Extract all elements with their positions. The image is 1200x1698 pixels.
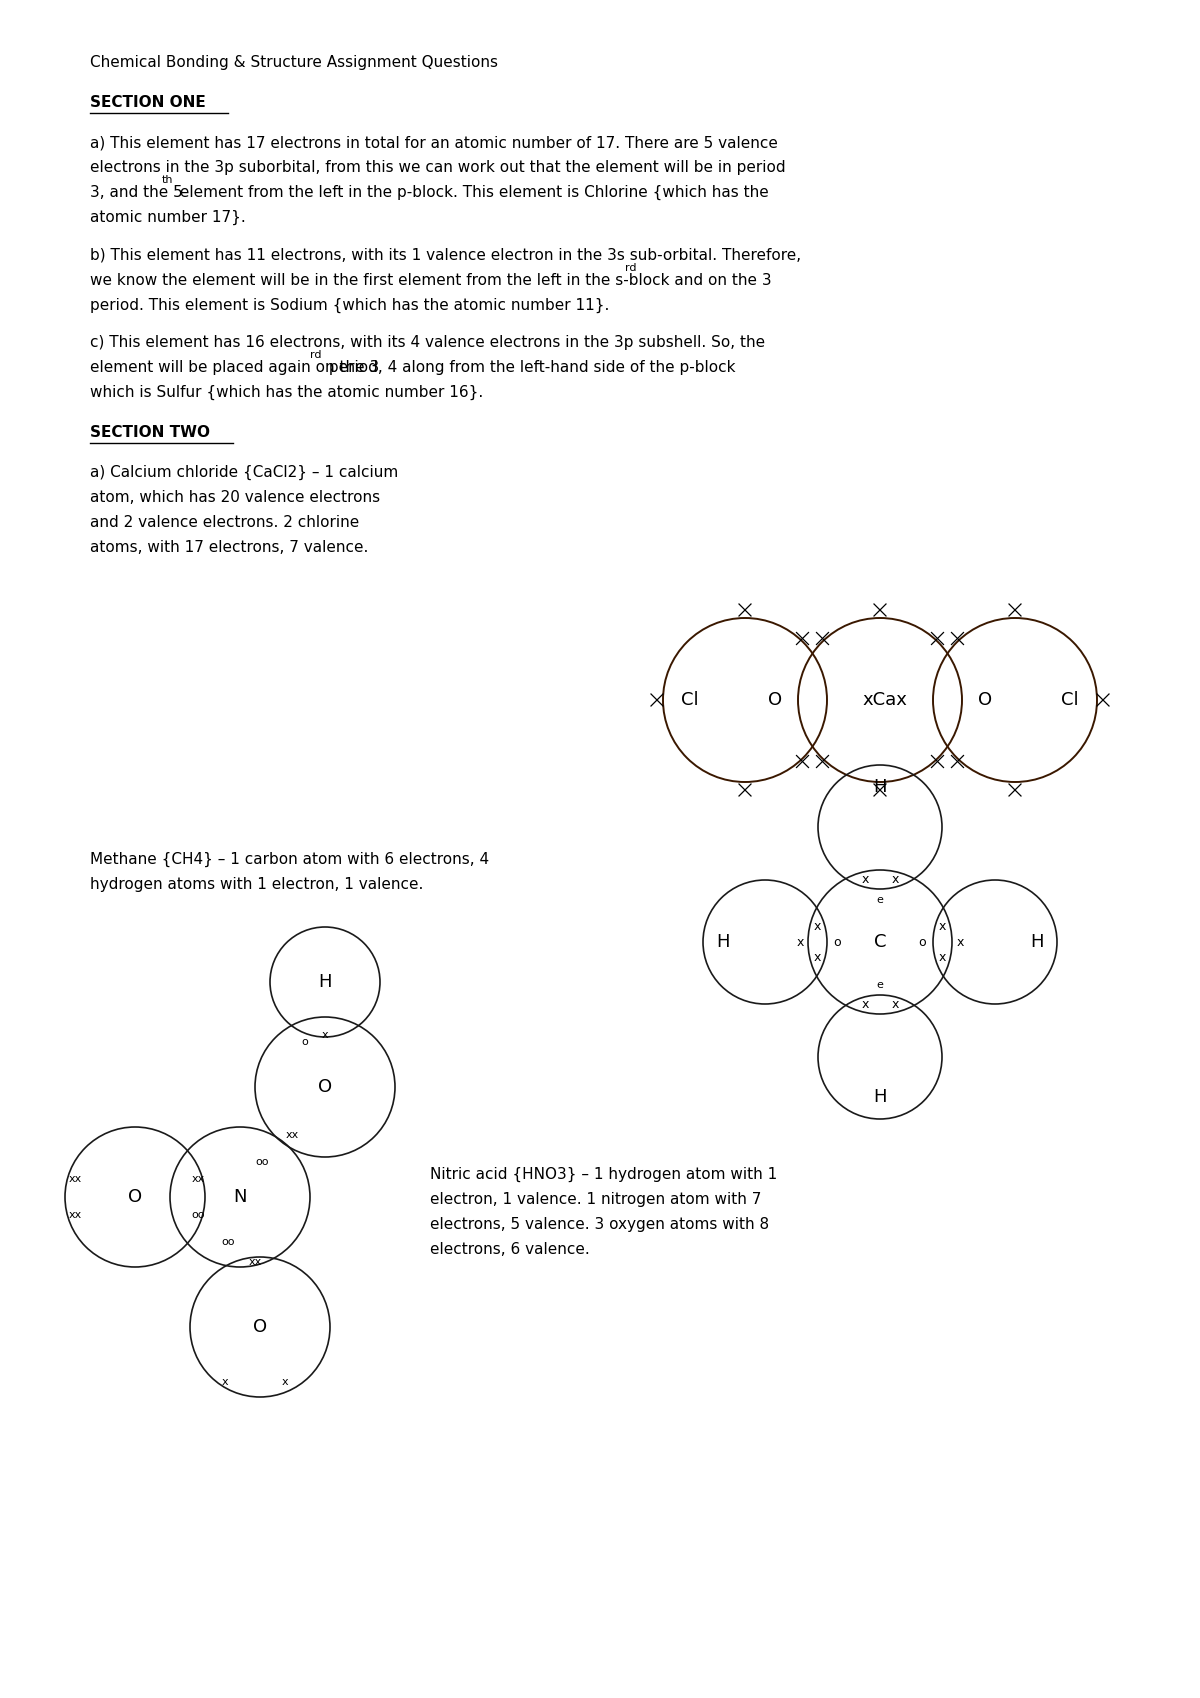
Text: x: x (956, 936, 964, 949)
Text: H: H (874, 778, 887, 796)
Text: xx: xx (191, 1173, 205, 1184)
Text: Cl: Cl (1061, 691, 1079, 710)
Text: xx: xx (68, 1173, 82, 1184)
Text: O: O (253, 1318, 268, 1336)
Text: O: O (978, 691, 992, 710)
Text: a) This element has 17 electrons in total for an atomic number of 17. There are : a) This element has 17 electrons in tota… (90, 136, 778, 149)
Text: H: H (318, 973, 331, 992)
Text: H: H (874, 1088, 887, 1105)
Text: o: o (834, 936, 841, 949)
Text: Nitric acid {HNO3} – 1 hydrogen atom with 1: Nitric acid {HNO3} – 1 hydrogen atom wit… (430, 1167, 778, 1182)
Text: Chemical Bonding & Structure Assignment Questions: Chemical Bonding & Structure Assignment … (90, 54, 498, 70)
Text: xx: xx (68, 1211, 82, 1219)
Text: period. This element is Sodium {which has the atomic number 11}.: period. This element is Sodium {which ha… (90, 297, 610, 312)
Text: electrons in the 3p suborbital, from this we can work out that the element will : electrons in the 3p suborbital, from thi… (90, 160, 786, 175)
Text: x: x (814, 951, 821, 963)
Text: x: x (797, 936, 804, 949)
Text: atomic number 17}.: atomic number 17}. (90, 211, 246, 226)
Text: c) This element has 16 electrons, with its 4 valence electrons in the 3p subshel: c) This element has 16 electrons, with i… (90, 335, 766, 350)
Text: H: H (716, 932, 730, 951)
Text: O: O (128, 1189, 142, 1206)
Text: electrons, 5 valence. 3 oxygen atoms with 8: electrons, 5 valence. 3 oxygen atoms wit… (430, 1217, 769, 1233)
Text: SECTION TWO: SECTION TWO (90, 424, 210, 440)
Text: electrons, 6 valence.: electrons, 6 valence. (430, 1241, 589, 1257)
Text: period, 4 along from the left-hand side of the p-block: period, 4 along from the left-hand side … (324, 360, 736, 375)
Text: atom, which has 20 valence electrons: atom, which has 20 valence electrons (90, 491, 380, 504)
Text: 3, and the 5: 3, and the 5 (90, 185, 182, 200)
Text: O: O (318, 1078, 332, 1095)
Text: x: x (222, 1377, 228, 1387)
Text: o: o (301, 1037, 308, 1048)
Text: x: x (282, 1377, 288, 1387)
Text: x: x (862, 998, 869, 1010)
Text: SECTION ONE: SECTION ONE (90, 95, 205, 110)
Text: element from the left in the p-block. This element is Chlorine {which has the: element from the left in the p-block. Th… (175, 185, 769, 200)
Text: x: x (892, 873, 899, 886)
Text: x: x (938, 951, 946, 963)
Text: oo: oo (221, 1238, 235, 1246)
Text: C: C (874, 932, 887, 951)
Text: electron, 1 valence. 1 nitrogen atom with 7: electron, 1 valence. 1 nitrogen atom wit… (430, 1192, 761, 1207)
Text: x: x (862, 873, 869, 886)
Text: xCax: xCax (863, 691, 907, 710)
Text: xx: xx (248, 1257, 262, 1267)
Text: x: x (892, 998, 899, 1010)
Text: H: H (1031, 932, 1044, 951)
Text: hydrogen atoms with 1 electron, 1 valence.: hydrogen atoms with 1 electron, 1 valenc… (90, 876, 424, 891)
Text: e: e (876, 980, 883, 990)
Text: rd: rd (625, 263, 637, 272)
Text: oo: oo (256, 1156, 269, 1167)
Text: atoms, with 17 electrons, 7 valence.: atoms, with 17 electrons, 7 valence. (90, 540, 368, 555)
Text: th: th (161, 175, 173, 185)
Text: O: O (768, 691, 782, 710)
Text: rd: rd (310, 350, 322, 360)
Text: element will be placed again on the 3: element will be placed again on the 3 (90, 360, 379, 375)
Text: x: x (322, 1031, 329, 1039)
Text: b) This element has 11 electrons, with its 1 valence electron in the 3s sub-orbi: b) This element has 11 electrons, with i… (90, 248, 802, 263)
Text: x: x (938, 920, 946, 934)
Text: and 2 valence electrons. 2 chlorine: and 2 valence electrons. 2 chlorine (90, 514, 359, 530)
Text: which is Sulfur {which has the atomic number 16}.: which is Sulfur {which has the atomic nu… (90, 385, 484, 401)
Text: e: e (876, 895, 883, 905)
Text: x: x (814, 920, 821, 934)
Text: we know the element will be in the first element from the left in the s-block an: we know the element will be in the first… (90, 272, 772, 287)
Text: oo: oo (191, 1211, 205, 1219)
Text: Methane {CH4} – 1 carbon atom with 6 electrons, 4: Methane {CH4} – 1 carbon atom with 6 ele… (90, 852, 490, 868)
Text: o: o (919, 936, 926, 949)
Text: N: N (233, 1189, 247, 1206)
Text: Cl: Cl (682, 691, 698, 710)
Text: a) Calcium chloride {CaCl2} – 1 calcium: a) Calcium chloride {CaCl2} – 1 calcium (90, 465, 398, 481)
Text: xx: xx (286, 1129, 299, 1139)
